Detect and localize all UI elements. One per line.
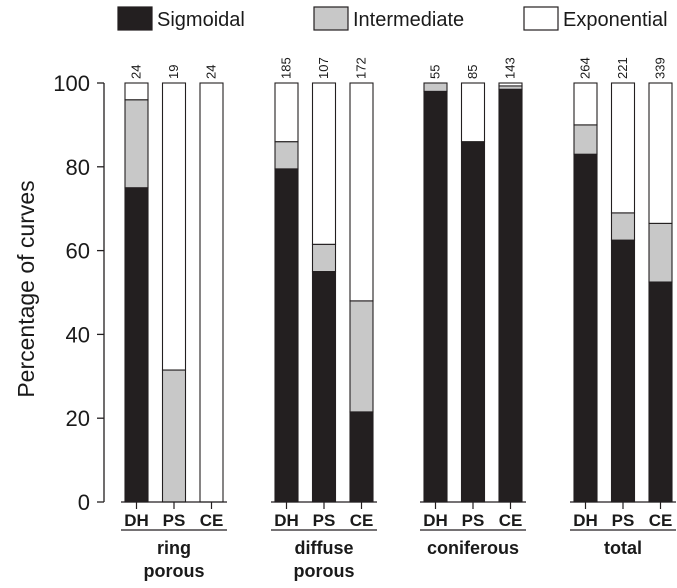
bar-segment-exponential [349, 82, 374, 302]
bar-segment-intermediate [124, 99, 149, 189]
sample-count-label: 107 [316, 57, 331, 79]
legend-swatch-sigmoidal [117, 6, 153, 31]
sample-count-label: 221 [615, 57, 630, 79]
category-label: DH [274, 511, 299, 530]
y-tick-label: 20 [66, 406, 90, 431]
y-axis-title: Percentage of curves [13, 180, 39, 397]
sample-count-label: 264 [578, 57, 593, 79]
bar-segment-sigmoidal [349, 411, 374, 503]
sample-count-label: 172 [354, 57, 369, 79]
y-tick-label: 0 [78, 490, 90, 515]
bar-segment-sigmoidal [124, 187, 149, 503]
legend-label-intermediate: Intermediate [353, 9, 464, 31]
group-label: ring [157, 538, 191, 558]
bar-segment-intermediate [423, 82, 448, 92]
legend-label-exponential: Exponential [563, 9, 668, 31]
y-tick-label: 60 [66, 239, 90, 264]
bar-segment-sigmoidal [648, 281, 673, 503]
category-label: DH [423, 511, 448, 530]
sample-count-label: 24 [129, 65, 144, 79]
y-axis: 0 20 40 60 80 100 [53, 71, 105, 515]
plot-area: 24 19 24 185 107 172 55 85 143 264 221 339 [124, 57, 673, 503]
group-label: porous [144, 561, 205, 581]
bar-segment-intermediate [274, 141, 299, 170]
bar-segment-intermediate [648, 222, 673, 283]
bar-segment-sigmoidal [423, 90, 448, 503]
bar-segment-intermediate [610, 212, 636, 241]
bar-segment-exponential [124, 82, 149, 101]
bar-segment-exponential [274, 82, 299, 143]
category-label: PS [163, 511, 186, 530]
x-axis: DH PS CE ring porous DH PS CE diffuse porous DH PS C… [121, 501, 676, 581]
bar-segment-intermediate [573, 124, 598, 155]
category-label: CE [200, 511, 224, 530]
bar-segment-sigmoidal [274, 168, 299, 503]
category-label: PS [462, 511, 485, 530]
chart-legend: Sigmoidal Intermediate Exponential [117, 6, 668, 31]
sample-count-label: 55 [428, 65, 443, 79]
category-label: DH [573, 511, 598, 530]
bar-segment-exponential [648, 82, 673, 224]
bar-segment-intermediate [161, 369, 187, 503]
bar-segment-intermediate [349, 300, 374, 413]
sample-count-label: 24 [204, 65, 219, 79]
bar-segment-exponential [199, 82, 224, 503]
sample-count-label: 339 [653, 57, 668, 79]
sample-count-label: 185 [279, 57, 294, 79]
category-label: DH [124, 511, 149, 530]
bar-segment-sigmoidal [460, 141, 486, 503]
bar-segment-exponential [460, 82, 486, 143]
y-tick-label: 100 [53, 71, 90, 96]
bar-segment-sigmoidal [610, 239, 636, 503]
bar-segment-exponential [498, 82, 523, 87]
group-label: diffuse [294, 538, 353, 558]
y-tick-label: 40 [66, 322, 90, 347]
group-label: porous [294, 561, 355, 581]
group-label: coniferous [427, 538, 519, 558]
bar-segment-exponential [610, 82, 636, 214]
sample-count-label: 85 [465, 65, 480, 79]
bar-segment-exponential [311, 82, 337, 245]
y-tick-label: 80 [66, 155, 90, 180]
bar-segment-intermediate [311, 243, 337, 273]
category-label: CE [350, 511, 374, 530]
sample-count-label: 143 [503, 57, 518, 79]
group-label: total [604, 538, 642, 558]
bar-segment-sigmoidal [311, 270, 337, 503]
category-label: CE [649, 511, 673, 530]
bar-segment-exponential [573, 82, 598, 126]
category-label: PS [313, 511, 336, 530]
bar-segment-exponential [161, 82, 187, 371]
sample-count-label: 19 [166, 65, 181, 79]
legend-label-sigmoidal: Sigmoidal [157, 9, 245, 31]
category-label: CE [499, 511, 523, 530]
bar-segment-sigmoidal [498, 88, 523, 503]
legend-swatch-intermediate [313, 6, 349, 31]
bar-segment-sigmoidal [573, 153, 598, 503]
legend-swatch-exponential [523, 6, 559, 31]
category-label: PS [612, 511, 635, 530]
